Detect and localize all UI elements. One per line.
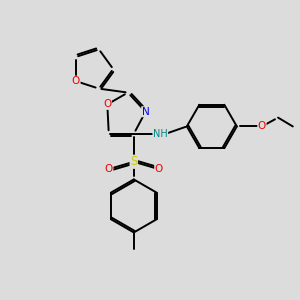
Text: O: O — [105, 164, 113, 174]
Text: S: S — [130, 155, 137, 168]
Text: NH: NH — [153, 129, 168, 139]
Text: O: O — [258, 122, 266, 131]
Text: O: O — [103, 99, 111, 110]
Text: O: O — [72, 76, 80, 86]
Text: O: O — [155, 164, 163, 174]
Text: N: N — [142, 107, 149, 117]
